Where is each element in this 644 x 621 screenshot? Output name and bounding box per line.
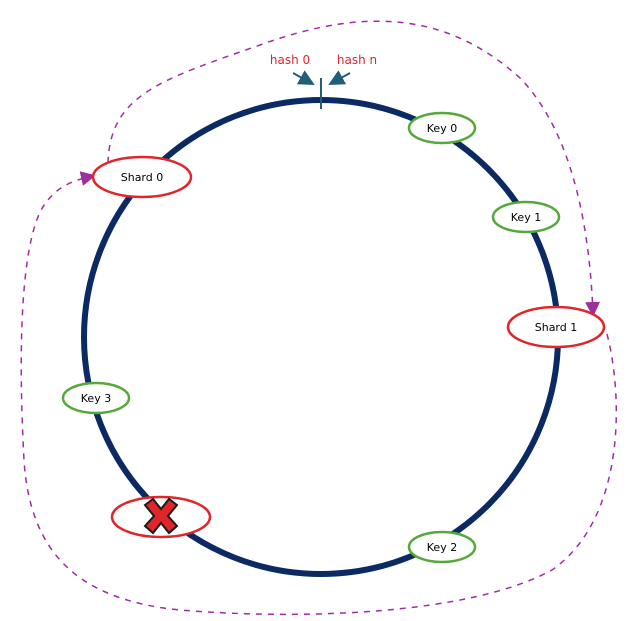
- key-node-border: [491, 200, 561, 234]
- shard-node: Shard 1: [506, 305, 606, 349]
- key-node-border: [407, 530, 477, 564]
- key-label: Key 0: [427, 122, 457, 135]
- key-label: Key 3: [81, 392, 111, 405]
- key-node: Key 2: [407, 530, 477, 564]
- cross-icon: [143, 497, 179, 535]
- migration-path-shard0-to-shard1: [107, 20, 601, 317]
- key-label: Key 1: [511, 211, 541, 224]
- migration-path-shard1-to-shard0: [20, 171, 617, 616]
- hash-n-pointer-arrow: [328, 70, 351, 85]
- key-node: Key 1: [491, 200, 561, 234]
- key-label: Key 2: [427, 541, 457, 554]
- hash-n-label: hash n: [337, 53, 377, 67]
- failed-shard-node: [110, 495, 212, 539]
- shard-node: Shard 0: [91, 155, 193, 199]
- key-node: Key 3: [61, 381, 131, 415]
- shard-node-border: [91, 155, 193, 199]
- key-node: Key 0: [407, 111, 477, 145]
- hash-0-label: hash 0: [270, 53, 310, 67]
- hash-0-pointer-arrow: [292, 70, 315, 85]
- shard-label: Shard 1: [535, 321, 578, 334]
- key-node-border: [61, 381, 131, 415]
- shard-node-border: [506, 305, 606, 349]
- key-node-border: [407, 111, 477, 145]
- shard-label: Shard 0: [121, 171, 164, 184]
